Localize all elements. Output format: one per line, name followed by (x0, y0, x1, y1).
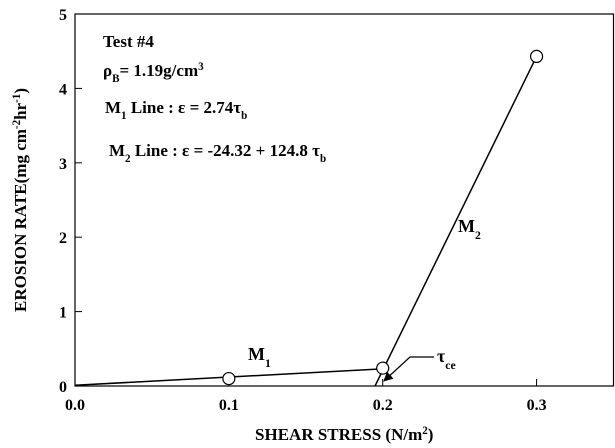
data-point (222, 371, 236, 386)
x-axis-label: SHEAR STRESS (N/m2) (255, 425, 433, 444)
x-axis-label-part: ) (428, 425, 434, 444)
line-label-part: 2 (475, 229, 481, 242)
threshold-label-part: ce (445, 359, 455, 372)
threshold-arrow (383, 356, 434, 382)
x-axis-label-part: SHEAR STRESS (N/m (255, 425, 422, 444)
data-point (529, 49, 544, 64)
y-axis-label: EROSION RATE(mg cm-2hr-1) (11, 88, 30, 312)
annotation-part: Line : ε = 2.74τ (127, 98, 242, 117)
annotation-part: Test #4 (103, 32, 154, 51)
x-tick-label: 0.1 (219, 397, 239, 414)
annotation-part: b (320, 153, 326, 165)
y-tick-label: 5 (59, 7, 67, 24)
annotation-part: 3 (198, 61, 204, 73)
threshold-label-part: τ (437, 346, 446, 366)
line-label-part: M (458, 216, 475, 236)
y-axis-label-part: -1 (11, 94, 23, 103)
line-label-part: M (248, 344, 265, 364)
x-tick-label: 0.0 (65, 397, 85, 414)
threshold-label: τce (437, 346, 456, 372)
annotation: M2 Line : ε = -24.32 + 124.8 τb (109, 141, 326, 165)
annotation-part: = 1.19g/cm (119, 61, 198, 80)
y-tick-label: 4 (59, 81, 67, 98)
y-axis-label-part: ) (11, 88, 30, 94)
annotation: M1 Line : ε = 2.74τb (105, 98, 247, 122)
annotation-part: 2 (125, 153, 131, 165)
annotation-part: M (109, 141, 125, 160)
y-axis-label-part: -2 (11, 119, 23, 129)
annotation: Test #4 (103, 32, 154, 51)
data-point (376, 361, 390, 375)
y-axis-label-part: hr (11, 102, 30, 119)
plot-frame (74, 13, 615, 387)
annotation-part: 1 (121, 110, 127, 122)
x-tick-label: 0.2 (373, 397, 393, 414)
annotation-part: b (241, 110, 247, 122)
x-axis-label-part: 2 (422, 425, 428, 437)
x-tick-label: 0.3 (527, 397, 547, 414)
line-label: M2 (458, 216, 481, 242)
annotation-part: Line : ε = -24.32 + 124.8 τ (131, 141, 321, 160)
fit-line (374, 56, 538, 387)
y-tick-label: 1 (59, 305, 67, 322)
y-tick-label: 2 (59, 230, 67, 247)
annotation: ρB= 1.19g/cm3 (103, 61, 204, 85)
y-tick-label: 3 (59, 156, 67, 173)
line-label: M1 (248, 344, 271, 370)
annotation-part: M (105, 98, 121, 117)
annotation-part: ρ (103, 61, 112, 80)
y-tick-label: 0 (59, 379, 67, 396)
y-axis-label-part: EROSION RATE(mg cm (11, 129, 30, 312)
annotation-part: B (112, 73, 120, 85)
line-label-part: 1 (265, 357, 271, 370)
